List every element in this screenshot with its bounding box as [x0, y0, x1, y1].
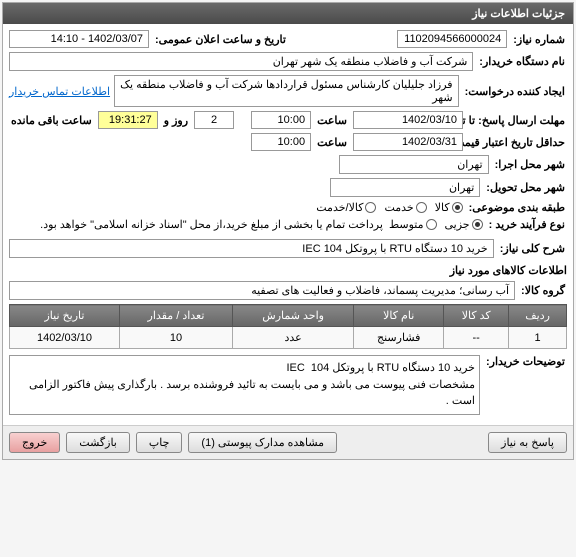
radio-jozi[interactable]: جزیی: [445, 218, 483, 231]
th-qty: تعداد / مقدار: [119, 305, 232, 327]
summary-label: شرح کلی نیاز:: [498, 242, 567, 255]
radio-dot-icon: [472, 219, 483, 230]
need-number-label: شماره نیاز:: [511, 33, 567, 46]
contact-link[interactable]: اطلاعات تماس خریدار: [9, 85, 110, 98]
radio-dot-icon: [426, 219, 437, 230]
deadline-label: مهلت ارسال پاسخ: تا تاریخ:: [467, 114, 567, 127]
process-note: پرداخت تمام یا بخشی از مبلغ خرید،از محل …: [38, 218, 385, 231]
requester-value: فرزاد جلیلیان کارشناس مسئول قراردادها شر…: [114, 75, 459, 107]
buyer-label: نام دستگاه خریدار:: [477, 55, 567, 68]
city-conduct-label: شهر محل اجرا:: [493, 158, 567, 171]
back-button[interactable]: بازگشت: [66, 432, 130, 453]
deadline-time-label: ساعت: [315, 114, 349, 127]
radio-kala[interactable]: کالا: [435, 201, 463, 214]
requester-label: ایجاد کننده درخواست:: [463, 85, 567, 98]
classification-radios: کالا خدمت کالا/خدمت: [316, 201, 462, 214]
main-panel: جزئیات اطلاعات نیاز شماره نیاز: 11020945…: [2, 2, 574, 460]
print-button[interactable]: چاپ: [136, 432, 183, 453]
min-valid-label: حداقل تاریخ اعتبار قیمت: تا تاریخ:: [467, 136, 567, 149]
row-city-deliver: شهر محل تحویل: تهران: [9, 178, 567, 197]
row-min-valid: حداقل تاریخ اعتبار قیمت: تا تاریخ: 1402/…: [9, 133, 567, 151]
radio-khedmat[interactable]: خدمت: [384, 201, 426, 214]
deadline-date: 1402/03/10: [353, 111, 463, 129]
row-process: نوع فرآیند خرید : جزیی متوسط پرداخت تمام…: [9, 218, 567, 231]
city-conduct-value: تهران: [339, 155, 489, 174]
row-summary: شرح کلی نیاز: خرید 10 دستگاه RTU با پروت…: [9, 239, 567, 258]
min-valid-time: 10:00: [251, 133, 311, 151]
td-unit: عدد: [233, 327, 354, 349]
process-label: نوع فرآیند خرید :: [487, 218, 567, 231]
row-need-number: شماره نیاز: 1102094566000024 تاریخ و ساع…: [9, 30, 567, 48]
table-header-row: ردیف کد کالا نام کالا واحد شمارش تعداد /…: [10, 305, 567, 327]
td-qty: 10: [119, 327, 232, 349]
panel-header: جزئیات اطلاعات نیاز: [3, 3, 573, 24]
th-row: ردیف: [509, 305, 567, 327]
min-valid-time-label: ساعت: [315, 136, 349, 149]
td-name: فشارسنج: [354, 327, 444, 349]
buyer-notes-value: خرید 10 دستگاه RTU با پروتکل IEC 104 مشخ…: [9, 355, 480, 415]
th-date: تاریخ نیاز: [10, 305, 120, 327]
th-code: کد کالا: [444, 305, 509, 327]
goods-group-label: گروه کالا:: [519, 284, 567, 297]
classification-label: طبقه بندی موضوعی:: [467, 201, 567, 214]
td-row: 1: [509, 327, 567, 349]
deadline-time: 10:00: [251, 111, 311, 129]
goods-table: ردیف کد کالا نام کالا واحد شمارش تعداد /…: [9, 304, 567, 349]
td-date: 1402/03/10: [10, 327, 120, 349]
attachments-button[interactable]: مشاهده مدارک پیوستی (1): [188, 432, 337, 453]
radio-dot-icon: [416, 202, 427, 213]
respond-button[interactable]: پاسخ به نیاز: [488, 432, 567, 453]
goods-section-title: اطلاعات کالاهای مورد نیاز: [9, 264, 567, 277]
row-city-conduct: شهر محل اجرا: تهران: [9, 155, 567, 174]
min-valid-date: 1402/03/31: [353, 133, 463, 151]
row-deadline: مهلت ارسال پاسخ: تا تاریخ: 1402/03/10 سا…: [9, 111, 567, 129]
radio-kala-khedmat[interactable]: کالا/خدمت: [316, 201, 376, 214]
th-name: نام کالا: [354, 305, 444, 327]
row-buyer-notes: توضیحات خریدار: خرید 10 دستگاه RTU با پر…: [9, 355, 567, 415]
panel-body: شماره نیاز: 1102094566000024 تاریخ و ساع…: [3, 24, 573, 425]
city-deliver-value: تهران: [330, 178, 480, 197]
row-requester: ایجاد کننده درخواست: فرزاد جلیلیان کارشن…: [9, 75, 567, 107]
process-radios: جزیی متوسط: [389, 218, 483, 231]
td-code: --: [444, 327, 509, 349]
deadline-remain: 19:31:27: [98, 111, 158, 129]
radio-dot-icon: [365, 202, 376, 213]
radio-motavaset[interactable]: متوسط: [389, 218, 437, 231]
button-row: پاسخ به نیاز مشاهده مدارک پیوستی (1) چاپ…: [3, 425, 573, 459]
exit-button[interactable]: خروج: [9, 432, 60, 453]
row-goods-group: گروه کالا: آب رسانی؛ مدیریت پسماند، فاضل…: [9, 281, 567, 300]
buyer-notes-label: توضیحات خریدار:: [484, 355, 567, 368]
deadline-remain-label: ساعت باقی مانده: [9, 114, 94, 127]
row-buyer: نام دستگاه خریدار: شرکت آب و فاضلاب منطق…: [9, 52, 567, 71]
need-number-value: 1102094566000024: [397, 30, 507, 48]
goods-group-value: آب رسانی؛ مدیریت پسماند، فاضلاب و فعالیت…: [9, 281, 515, 300]
announce-value: 1402/03/07 - 14:10: [9, 30, 149, 48]
deadline-days-label: روز و: [162, 114, 190, 127]
deadline-days: 2: [194, 111, 234, 129]
panel-title: جزئیات اطلاعات نیاز: [472, 8, 565, 20]
th-unit: واحد شمارش: [233, 305, 354, 327]
table-row[interactable]: 1 -- فشارسنج عدد 10 1402/03/10: [10, 327, 567, 349]
buyer-value: شرکت آب و فاضلاب منطقه یک شهر تهران: [9, 52, 473, 71]
announce-label: تاریخ و ساعت اعلان عمومی:: [153, 33, 288, 46]
city-deliver-label: شهر محل تحویل:: [484, 181, 567, 194]
summary-value: خرید 10 دستگاه RTU با پروتکل IEC 104: [9, 239, 494, 258]
radio-dot-icon: [452, 202, 463, 213]
row-classification: طبقه بندی موضوعی: کالا خدمت کالا/خدمت: [9, 201, 567, 214]
